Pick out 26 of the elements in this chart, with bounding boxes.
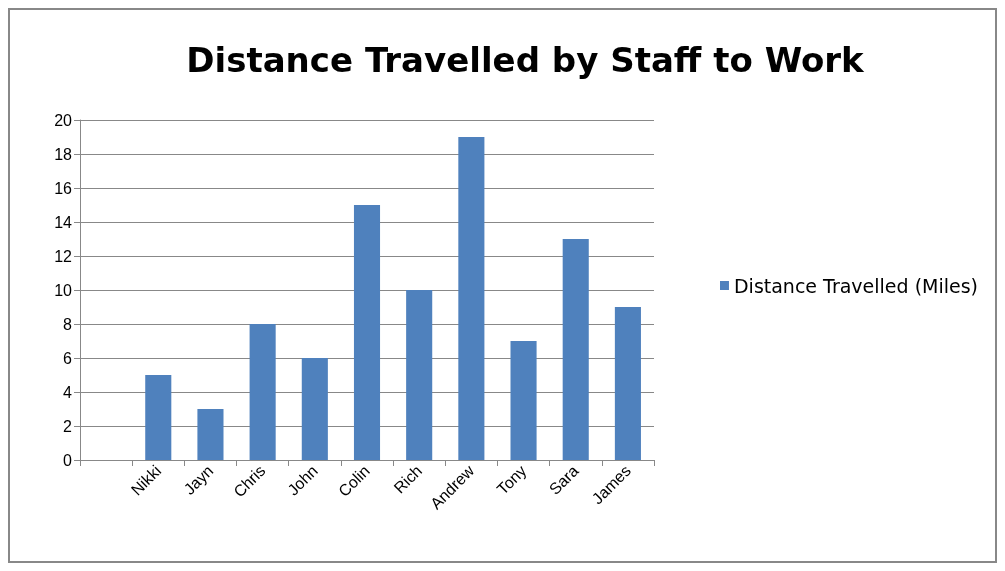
bar bbox=[353, 205, 381, 460]
y-tick-label: 4 bbox=[63, 383, 73, 401]
bar bbox=[562, 239, 589, 460]
legend-label: Distance Travelled (Miles) bbox=[733, 274, 978, 297]
chart-title: Distance Travelled by Staff to Work bbox=[186, 40, 866, 80]
y-tick-label: 8 bbox=[63, 315, 73, 333]
y-tick-label: 12 bbox=[54, 247, 73, 265]
y-tick-label: 14 bbox=[54, 213, 73, 231]
bar bbox=[197, 409, 224, 460]
x-tick-label: Rich bbox=[390, 461, 426, 497]
y-tick-label: 6 bbox=[63, 349, 73, 367]
y-tick-label: 18 bbox=[54, 145, 73, 163]
bar bbox=[145, 375, 172, 460]
bar bbox=[406, 290, 433, 460]
bar bbox=[510, 341, 537, 460]
x-tick-label: Tony bbox=[493, 461, 530, 498]
y-tick-label: 0 bbox=[63, 451, 73, 469]
bar bbox=[458, 137, 485, 460]
bar bbox=[301, 358, 328, 460]
y-tick-label: 16 bbox=[54, 179, 73, 197]
y-tick-label: 2 bbox=[63, 417, 73, 435]
bar bbox=[614, 307, 641, 460]
x-tick-label: Sara bbox=[545, 461, 582, 498]
y-tick-label: 20 bbox=[54, 111, 73, 129]
y-tick-label: 10 bbox=[54, 281, 73, 299]
bar bbox=[249, 324, 276, 460]
